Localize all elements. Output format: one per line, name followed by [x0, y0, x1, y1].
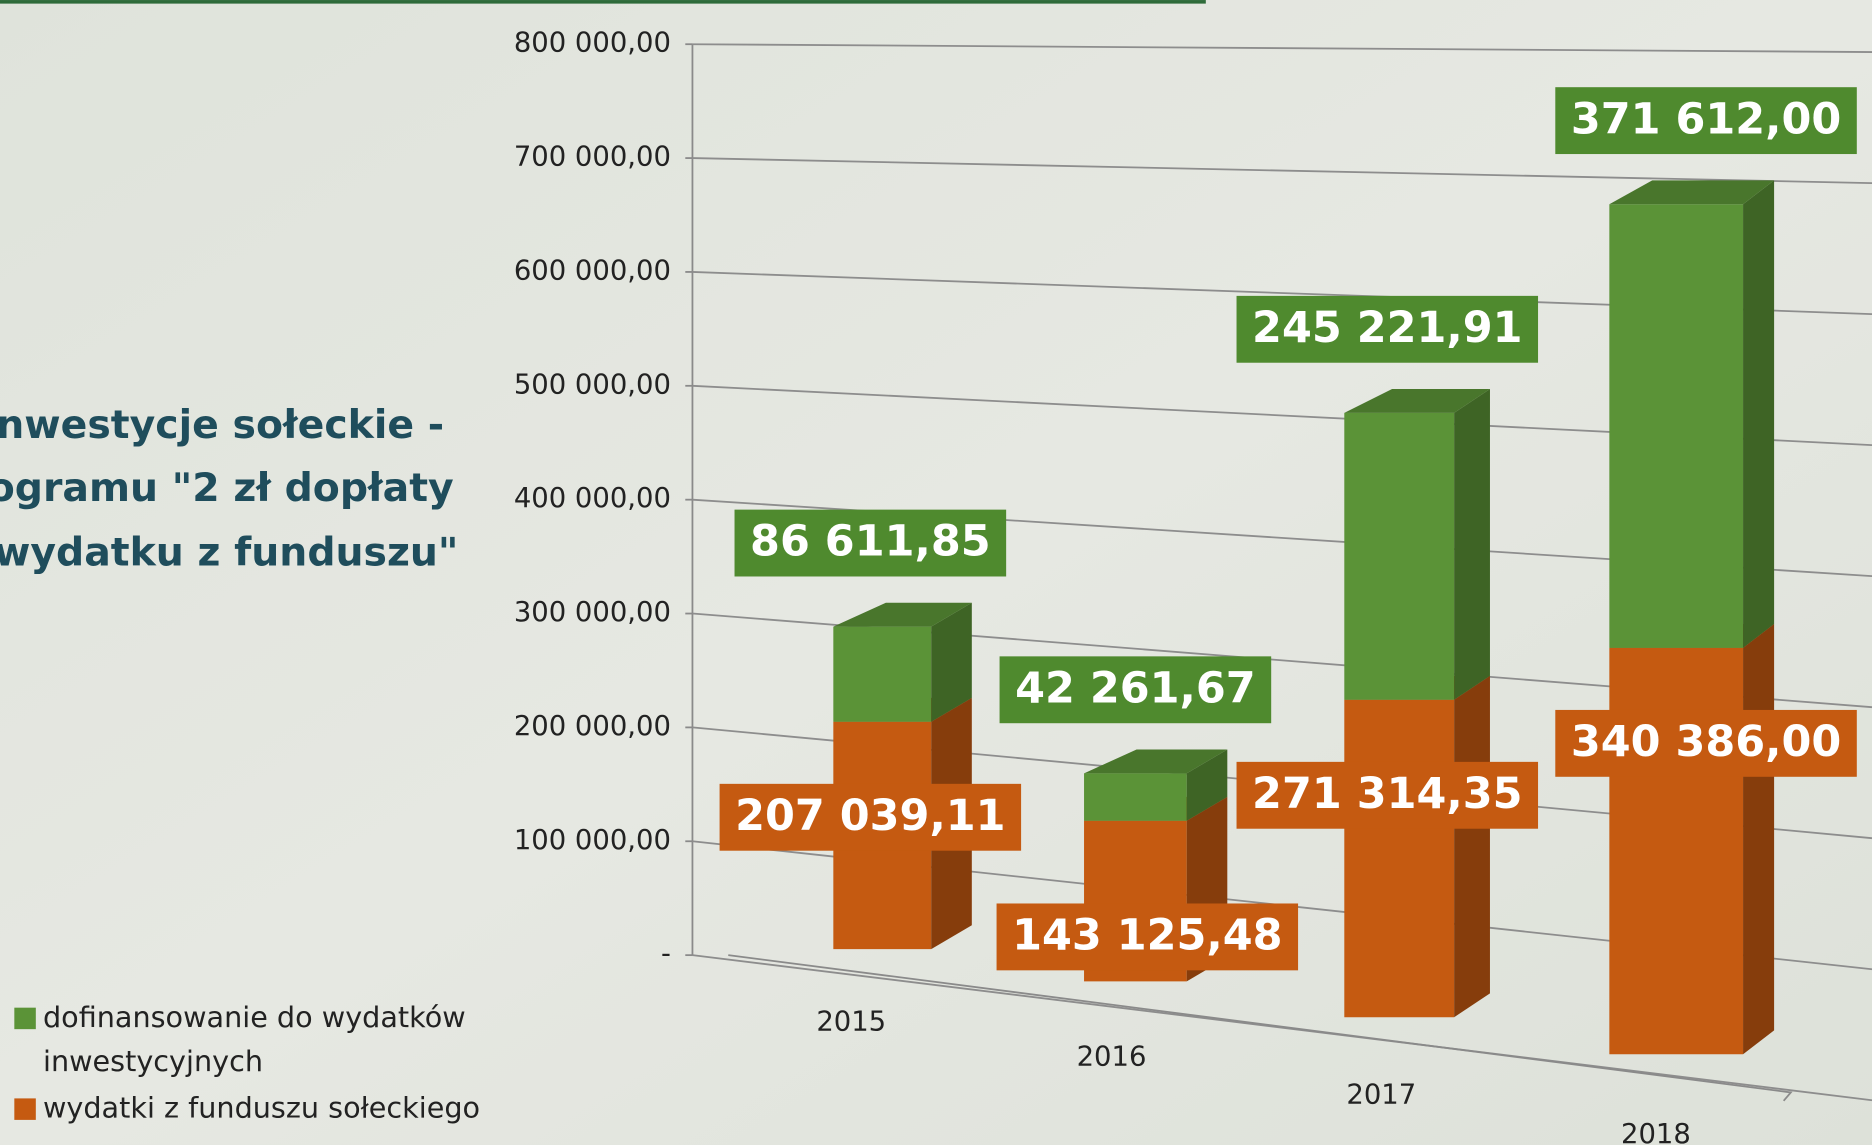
title: nwestycje sołeckie - ogramu "2 zł dopłat… [0, 402, 458, 576]
y-tick-label: 300 000,00 [514, 597, 671, 628]
value-label-box [1555, 709, 1857, 777]
bar-top [833, 602, 972, 627]
bar-front [1084, 773, 1187, 821]
x-tick-label: 2016 [1077, 1041, 1147, 1072]
value-label-box [1236, 761, 1539, 829]
x-tick-label: 2015 [816, 1007, 886, 1038]
bar-side [931, 602, 972, 722]
value-label: 245 221,91 [1252, 303, 1522, 353]
bar-front [1609, 647, 1744, 1055]
bar-front [1344, 412, 1455, 700]
bar-side [1454, 388, 1490, 700]
bar [1344, 675, 1490, 1018]
bar-side [1454, 675, 1490, 1018]
value-label: 86 611,85 [750, 517, 991, 567]
value-label: 340 386,00 [1571, 717, 1841, 767]
legend-entry: wydatki z funduszu sołeckiego [42, 1091, 481, 1125]
x-tick-label: 2017 [1346, 1080, 1416, 1111]
value-label-box [999, 656, 1272, 724]
value-label-box [734, 509, 1007, 577]
bar-top [1084, 749, 1228, 774]
floor-edge [728, 954, 1793, 1102]
legend-label: wydatki z funduszu sołeckiego [42, 1091, 481, 1125]
bar [833, 602, 972, 722]
bar [1344, 388, 1490, 700]
title-line: wydatku z funduszu" [0, 530, 458, 576]
value-label: 143 125,48 [1012, 911, 1282, 961]
y-tick-label: 500 000,00 [514, 369, 671, 400]
legend-swatch [14, 1007, 36, 1030]
y-tick-label: 800 000,00 [514, 28, 671, 59]
title-line: ogramu "2 zł dopłaty [0, 465, 454, 511]
top-rule [0, 0, 1206, 4]
bar-top [1344, 388, 1490, 413]
bar-side [1743, 623, 1775, 1055]
value-label: 207 039,11 [735, 791, 1005, 841]
bar-front [1609, 204, 1744, 648]
grid-line [692, 43, 1872, 53]
bar-side [1743, 180, 1775, 648]
bar [1084, 749, 1228, 821]
y-tick-label: 600 000,00 [514, 255, 671, 286]
value-label-box [1555, 87, 1857, 155]
title-line: nwestycje sołeckie - [0, 402, 444, 448]
y-tick-label: 700 000,00 [514, 142, 671, 173]
bar-front [833, 626, 932, 722]
y-tick-label: 100 000,00 [514, 825, 671, 856]
bar [1609, 623, 1775, 1055]
value-label: 371 612,00 [1571, 94, 1841, 144]
legend-entry: dofinansowanie do wydatków inwestycyjnyc… [42, 1000, 466, 1079]
legend-swatch [14, 1098, 36, 1120]
value-label-box [719, 783, 1022, 851]
grid-line [692, 157, 1872, 184]
grid-line [692, 954, 1872, 1102]
bar-top [1609, 180, 1775, 205]
bar-side [1186, 749, 1228, 821]
y-tick-label: 400 000,00 [514, 483, 671, 514]
bar-front [1344, 699, 1455, 1018]
x-tick-label: 2018 [1621, 1119, 1691, 1145]
value-label-box [996, 903, 1299, 971]
legend-label: dofinansowanie do wydatków inwestycyjnyc… [42, 1000, 466, 1079]
value-label: 271 314,35 [1252, 769, 1522, 819]
value-label: 42 261,67 [1015, 663, 1256, 713]
bar [1609, 180, 1775, 648]
y-tick-label: - [661, 939, 671, 970]
value-label-box [1236, 295, 1539, 363]
y-tick-label: 200 000,00 [514, 711, 671, 742]
